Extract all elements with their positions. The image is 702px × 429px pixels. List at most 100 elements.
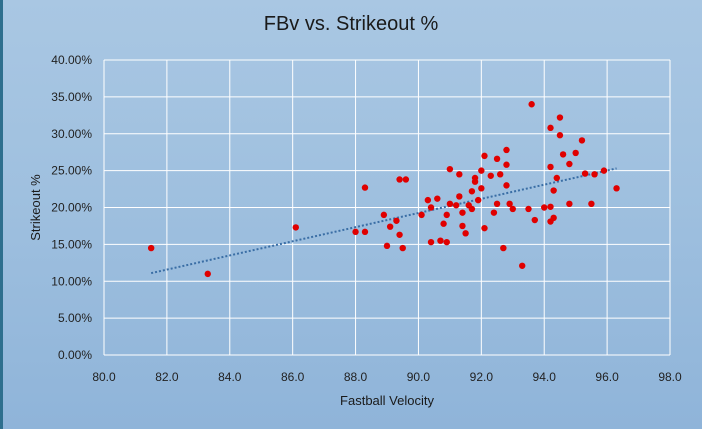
y-axis-title: Strikeout % <box>28 174 43 241</box>
data-point <box>418 211 425 219</box>
data-point <box>424 196 432 204</box>
data-point <box>481 152 488 160</box>
data-point <box>456 193 463 200</box>
data-point <box>519 262 526 269</box>
data-point <box>456 171 463 178</box>
data-point <box>493 200 501 208</box>
data-point <box>383 242 391 250</box>
data-point <box>478 167 485 174</box>
data-point <box>550 214 557 222</box>
data-point <box>443 238 450 246</box>
data-point <box>528 101 535 108</box>
y-tick-label: 35.00% <box>51 90 92 104</box>
data-point <box>204 270 211 278</box>
data-point <box>147 244 155 252</box>
data-point <box>490 209 498 216</box>
data-point <box>487 172 494 179</box>
data-point <box>613 185 620 192</box>
data-point <box>591 171 598 178</box>
data-point <box>541 204 548 211</box>
data-point <box>440 220 447 227</box>
data-point <box>452 202 460 209</box>
x-tick-label: 84.0 <box>218 370 242 384</box>
data-point <box>559 151 567 158</box>
data-point <box>361 184 369 191</box>
chart-title: FBv vs. Strikeout % <box>263 13 439 35</box>
data-point <box>402 176 410 183</box>
x-tick-labels: 80.0 82.0 84.0 86.0 88.0 90.0 92.0 94.0 96.0 98.0 <box>92 370 682 384</box>
data-point <box>525 205 532 213</box>
data-point <box>553 174 560 182</box>
data-point <box>399 244 406 252</box>
data-point <box>481 224 488 232</box>
x-tick-label: 80.0 <box>92 370 116 384</box>
data-point <box>446 200 454 208</box>
data-point <box>471 174 479 182</box>
trendline <box>150 167 617 275</box>
data-point <box>572 149 579 157</box>
x-tick-label: 92.0 <box>470 370 494 384</box>
y-tick-label: 25.00% <box>51 164 92 178</box>
data-point <box>468 205 476 213</box>
data-point <box>380 211 388 219</box>
data-point <box>459 209 466 216</box>
data-point <box>588 200 595 208</box>
y-tick-label: 10.00% <box>51 274 92 288</box>
x-tick-label: 90.0 <box>407 370 431 384</box>
data-point <box>478 185 485 192</box>
data-point <box>503 146 510 154</box>
data-point <box>493 155 501 163</box>
data-point <box>474 196 482 204</box>
data-point <box>531 216 538 224</box>
x-tick-label: 86.0 <box>281 370 305 384</box>
data-point <box>386 223 394 230</box>
y-tick-label: 15.00% <box>51 237 92 251</box>
y-tick-label: 30.00% <box>51 127 92 141</box>
data-point <box>468 188 476 195</box>
data-point <box>547 163 554 171</box>
y-tick-label: 20.00% <box>51 201 92 215</box>
y-tick-label: 40.00% <box>51 53 92 67</box>
data-point <box>566 160 573 168</box>
data-point <box>503 161 510 168</box>
data-point <box>600 167 608 174</box>
data-point <box>503 182 510 189</box>
x-tick-label: 88.0 <box>344 370 368 384</box>
data-point <box>459 222 466 230</box>
data-point <box>556 114 564 121</box>
x-tick-label: 94.0 <box>533 370 557 384</box>
data-point <box>547 124 554 132</box>
data-point <box>497 171 504 178</box>
data-point <box>446 165 454 173</box>
data-point <box>427 204 435 211</box>
data-point <box>396 176 403 183</box>
data-point <box>581 170 589 177</box>
data-point <box>550 187 557 194</box>
y-tick-labels: 0.00% 5.00% 10.00% 15.00% 20.00% 25.00% 30.00%… <box>51 53 92 362</box>
data-point <box>434 195 441 202</box>
data-point <box>509 205 516 213</box>
window-edge <box>0 0 3 429</box>
data-point <box>427 238 435 246</box>
x-tick-label: 98.0 <box>658 370 682 384</box>
data-point <box>292 224 300 231</box>
data-point <box>566 200 573 208</box>
data-point <box>393 217 400 224</box>
data-point <box>361 228 369 236</box>
data-point <box>506 200 513 208</box>
data-point <box>556 132 564 139</box>
y-tick-label: 0.00% <box>58 348 92 362</box>
data-points <box>147 101 620 278</box>
y-tick-label: 5.00% <box>58 311 92 325</box>
data-point <box>437 237 444 244</box>
x-axis-title: Fastball Velocity <box>340 393 434 408</box>
data-point <box>578 137 586 144</box>
x-tick-label: 96.0 <box>595 370 619 384</box>
trendline-group <box>150 167 617 275</box>
gridlines <box>103 59 671 356</box>
x-tick-label: 82.0 <box>155 370 179 384</box>
data-point <box>500 244 507 252</box>
data-point <box>443 211 450 219</box>
